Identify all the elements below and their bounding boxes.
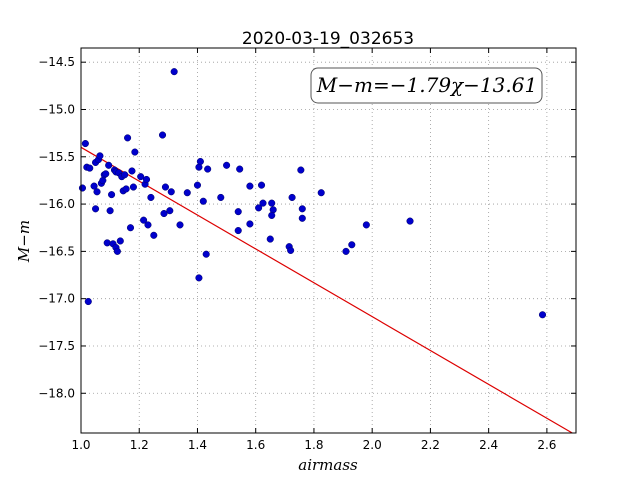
data-point [126,224,135,232]
data-point [362,221,370,229]
data-point [406,217,414,225]
annotation-box [310,67,543,104]
axis-ticks: 1.0 1.2 1.4 1.6 1.8 2.0 2.2 2.4 2.6 −14.5 −15.0 −15… [38,48,576,452]
data-point [234,227,242,235]
data-point [297,166,305,174]
x-tick-label: 2.6 [537,438,556,452]
data-points [78,68,547,319]
data-point [268,199,276,207]
data-point [193,181,202,189]
x-tick-label: 2.2 [421,438,440,452]
x-tick-label: 2.4 [479,438,498,452]
data-point [140,216,148,224]
data-point [160,209,168,218]
data-point [538,311,547,319]
data-point [142,175,151,184]
data-point [317,189,325,197]
x-tick-label: 1.6 [246,438,265,452]
data-point [348,241,356,249]
plot-frame [80,47,577,434]
data-point [236,165,244,173]
data-point [161,183,169,191]
data-point [93,188,101,196]
data-point [257,181,266,189]
data-point [81,139,89,148]
y-tick-label: −18.0 [38,386,75,400]
y-tick-label: −15.5 [38,150,75,164]
data-point [103,239,111,247]
data-point [144,221,152,229]
data-point [287,246,295,254]
data-point [122,185,130,193]
data-point [129,183,137,191]
data-point [288,193,296,202]
data-point [202,250,210,258]
x-tick-label: 1.2 [130,438,149,452]
data-point [246,182,254,190]
data-point [298,214,306,222]
x-tick-label: 1.8 [304,438,323,452]
data-point [105,161,113,169]
x-tick-label: 1.0 [71,438,90,452]
data-point [196,157,204,166]
y-tick-label: −17.0 [38,292,75,306]
y-tick-label: −15.0 [38,102,75,116]
fit-line [80,146,573,434]
x-tick-label: 2.0 [363,438,382,452]
data-point [84,297,92,306]
grid-lines [80,48,576,433]
data-point [106,207,114,215]
data-point [183,189,191,197]
data-point [147,193,155,202]
data-point [255,204,263,212]
data-point [131,148,139,156]
chart-title: 2020-03-19_032653 [242,29,414,49]
data-point [176,221,184,229]
data-point [90,182,98,190]
data-point [124,134,132,142]
data-point [113,247,121,255]
x-axis-label: airmass [298,456,358,474]
data-point [167,188,175,196]
data-point [166,207,174,215]
data-point [137,173,145,181]
data-point [268,211,276,219]
data-point [259,199,267,207]
data-point [234,208,242,216]
plot-area [78,68,573,434]
data-point [102,170,110,178]
y-tick-label: −16.5 [38,244,75,258]
fit-equation-annotation: M−m=−1.79χ−13.61 [310,67,543,104]
data-point [128,167,136,175]
data-point [158,131,167,139]
data-point [223,161,231,169]
data-point [121,171,129,179]
data-point [170,68,178,76]
data-point [342,247,350,255]
data-point [86,164,94,172]
data-point [204,165,212,173]
data-point [217,193,225,202]
data-point [78,184,87,192]
data-point [298,205,306,213]
data-point [246,220,254,228]
data-point [150,231,158,239]
annotation-text: M−m=−1.79χ−13.61 [316,73,537,97]
data-point [195,274,203,282]
data-point [116,237,124,245]
data-point [199,197,207,205]
y-tick-label: −17.5 [38,339,75,353]
data-point [96,152,104,160]
y-tick-label: −14.5 [38,55,75,69]
y-tick-label: −16.0 [38,197,75,211]
x-tick-label: 1.4 [188,438,207,452]
data-point [92,205,100,213]
data-point [108,191,116,199]
data-point [266,235,274,243]
y-axis-label: M−m [15,220,33,263]
